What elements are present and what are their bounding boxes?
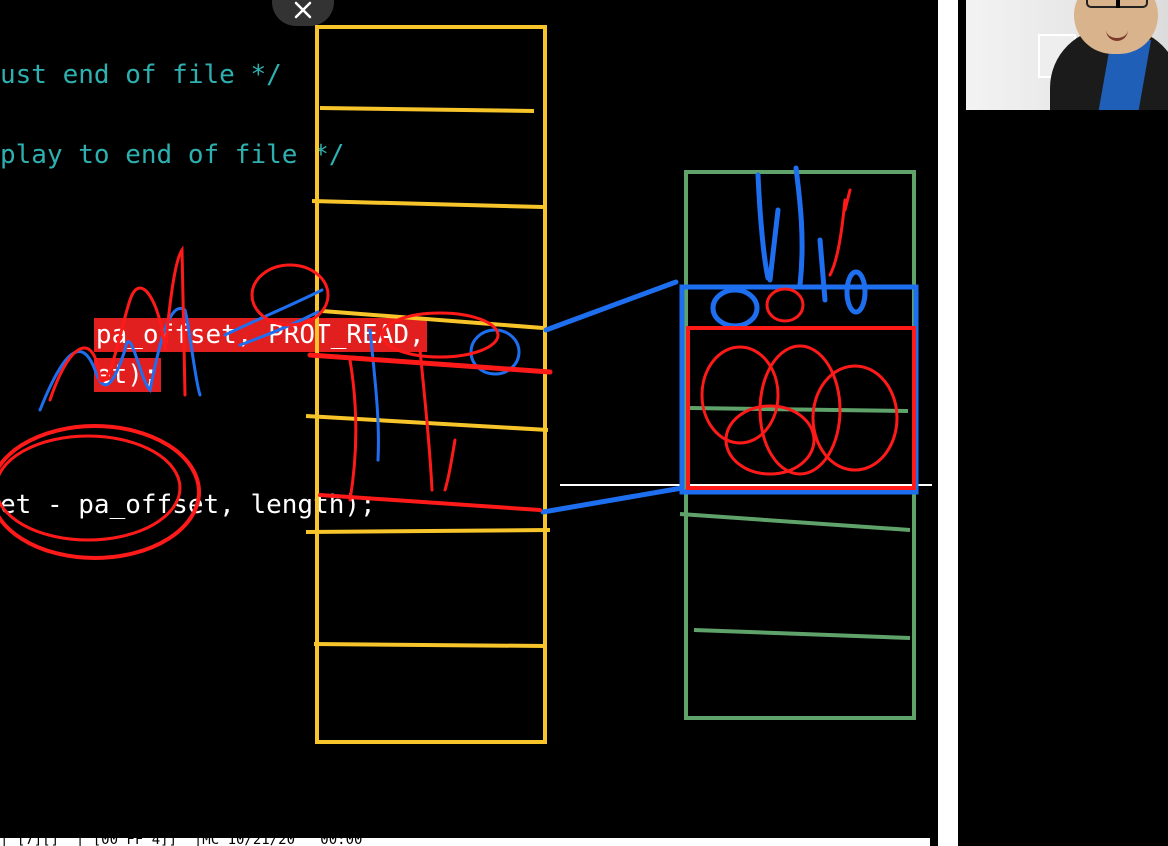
close-icon: [294, 1, 312, 19]
status-bar-text: | [7][] "| [00 FF 4]] "|MC 10/21/20 00:0…: [0, 838, 363, 846]
guide-line: [560, 484, 932, 486]
code-comment-line-1: ust end of file */: [0, 60, 282, 90]
close-button[interactable]: [272, 0, 334, 26]
code-comment-line-2: play to end of file */: [0, 140, 345, 170]
presenter-glasses: [1086, 0, 1148, 8]
highlighted-code-close: et);: [93, 358, 161, 392]
code-line-write-call: et - pa_offset, length);: [0, 490, 376, 520]
video-side-panel: [958, 0, 1168, 846]
presenter-mouth: [1106, 30, 1128, 41]
terminal-status-bar: | [7][] "| [00 FF 4]] "|MC 10/21/20 00:0…: [0, 838, 930, 846]
panel-divider: [938, 0, 958, 846]
shared-screen-area: ust end of file */ play to end of file *…: [0, 60, 427, 520]
code-line-close-paren: et);: [0, 336, 161, 414]
webcam-video-tile[interactable]: [966, 0, 1168, 110]
